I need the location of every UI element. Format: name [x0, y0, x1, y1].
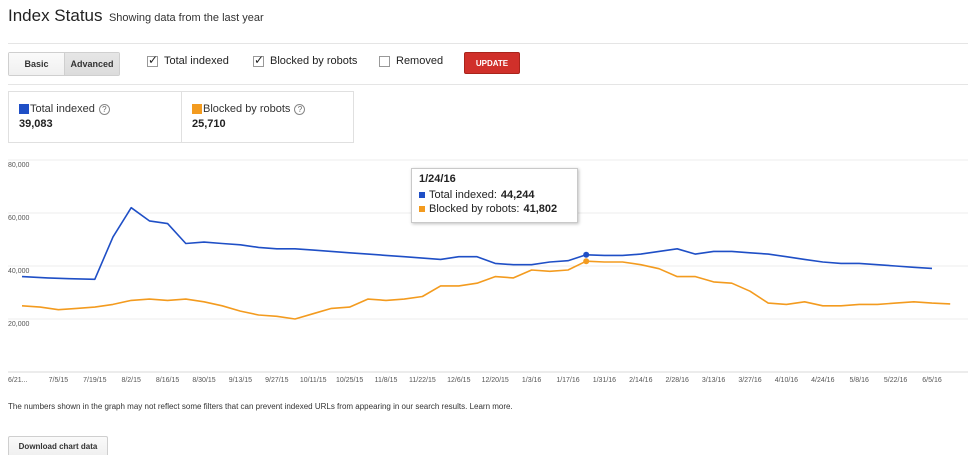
- stat-total-indexed: Total indexed ? 39,083: [9, 92, 181, 142]
- x-tick-label: 10/25/15: [336, 377, 363, 384]
- x-tick-label: 1/17/16: [556, 377, 579, 384]
- page-title: Index Status: [8, 6, 103, 25]
- x-tick-label: 3/27/16: [738, 377, 761, 384]
- x-tick-label: 7/5/15: [49, 377, 69, 384]
- x-tick-label: 8/30/15: [192, 377, 215, 384]
- view-toggle: Basic Advanced: [8, 52, 120, 76]
- check-icon: ✓: [148, 52, 159, 67]
- tooltip-row-total: Total indexed: 44,244: [419, 188, 570, 202]
- x-tick-label: 8/16/15: [156, 377, 179, 384]
- x-tick-label: 1/31/16: [593, 377, 616, 384]
- tooltip-value: 41,802: [523, 203, 558, 215]
- series-line: [21, 206, 933, 281]
- x-tick-label: 5/22/16: [884, 377, 907, 384]
- checkbox-box[interactable]: [379, 55, 390, 67]
- checkbox-box[interactable]: ✓: [253, 52, 265, 67]
- total-indexed-checkbox[interactable]: ✓ Total indexed: [147, 52, 229, 67]
- x-tick-label: 6/5/16: [922, 377, 942, 384]
- checkbox-label: Removed: [396, 55, 444, 67]
- basic-view-button[interactable]: Basic: [9, 53, 65, 75]
- page-header: Index Status Showing data from the last …: [8, 6, 264, 26]
- advanced-view-button[interactable]: Advanced: [65, 53, 119, 75]
- help-icon[interactable]: ?: [98, 103, 110, 115]
- tooltip-swatch: [419, 206, 425, 212]
- tooltip-row-blocked: Blocked by robots: 41,802: [419, 202, 570, 216]
- stat-value: 39,083: [19, 118, 53, 130]
- x-tick-label: 9/27/15: [265, 377, 288, 384]
- y-tick-label: 80,000: [8, 162, 30, 169]
- download-chart-data-button[interactable]: Download chart data: [8, 436, 108, 455]
- checkbox-label: Blocked by robots: [270, 55, 358, 67]
- x-tick-label: 11/8/15: [375, 377, 398, 384]
- tooltip-value: 44,244: [500, 189, 535, 201]
- x-tick-label: 2/14/16: [629, 377, 652, 384]
- x-tick-label: 3/13/16: [702, 377, 725, 384]
- removed-checkbox[interactable]: Removed: [379, 55, 443, 67]
- tooltip-label: Blocked by robots:: [429, 203, 520, 215]
- stat-blocked-by-robots: Blocked by robots ? 25,710: [181, 92, 353, 142]
- series-line: [21, 260, 951, 320]
- x-tick-label: 12/6/15: [447, 377, 470, 384]
- x-tick-label: 8/2/15: [121, 377, 141, 384]
- x-tick-label: 9/13/15: [229, 377, 252, 384]
- y-tick-label: 40,000: [8, 268, 30, 275]
- page-subtitle: Showing data from the last year: [108, 12, 264, 24]
- x-tick-label: 4/10/16: [775, 377, 798, 384]
- checkbox-label: Total indexed: [164, 55, 229, 67]
- stats-panel: Total indexed ? 39,083 Blocked by robots…: [8, 91, 354, 143]
- x-tick-label: 5/8/16: [849, 377, 869, 384]
- tooltip-swatch: [419, 192, 425, 198]
- chart-tooltip: 1/24/16 Total indexed: 44,244 Blocked by…: [411, 168, 578, 223]
- highlight-point: [583, 251, 590, 258]
- stat-label: Total indexed: [30, 103, 95, 115]
- blocked-by-robots-checkbox[interactable]: ✓ Blocked by robots: [253, 52, 358, 67]
- y-tick-label: 20,000: [8, 321, 30, 328]
- x-tick-label: 12/20/15: [482, 377, 509, 384]
- header-divider: [8, 43, 968, 44]
- update-button[interactable]: UPDATE: [464, 52, 520, 74]
- legend-swatch: [192, 104, 202, 114]
- stat-value: 25,710: [192, 118, 226, 130]
- check-icon: ✓: [254, 52, 265, 67]
- controls-divider: [8, 84, 968, 85]
- x-tick-label: 2/28/16: [666, 377, 689, 384]
- help-icon[interactable]: ?: [294, 103, 306, 115]
- x-tick-label: 11/22/15: [409, 377, 436, 384]
- tooltip-label: Total indexed:: [429, 189, 497, 201]
- stat-label: Blocked by robots: [203, 103, 291, 115]
- disclaimer-note: The numbers shown in the graph may not r…: [8, 402, 513, 411]
- x-tick-label: 7/19/15: [83, 377, 106, 384]
- x-tick-label: 6/21...: [8, 377, 28, 384]
- index-status-chart[interactable]: 80,000 60,000 40,000 20,000 6/21... 7/5/15 7/1…: [0, 150, 975, 390]
- x-tick-label: 10/11/15: [300, 377, 327, 384]
- x-tick-label: 1/3/16: [522, 377, 542, 384]
- y-tick-label: 60,000: [8, 215, 30, 222]
- highlight-point: [583, 258, 590, 265]
- checkbox-box[interactable]: ✓: [147, 52, 159, 67]
- legend-swatch: [19, 104, 29, 114]
- tooltip-date: 1/24/16: [419, 173, 456, 185]
- x-tick-label: 4/24/16: [811, 377, 834, 384]
